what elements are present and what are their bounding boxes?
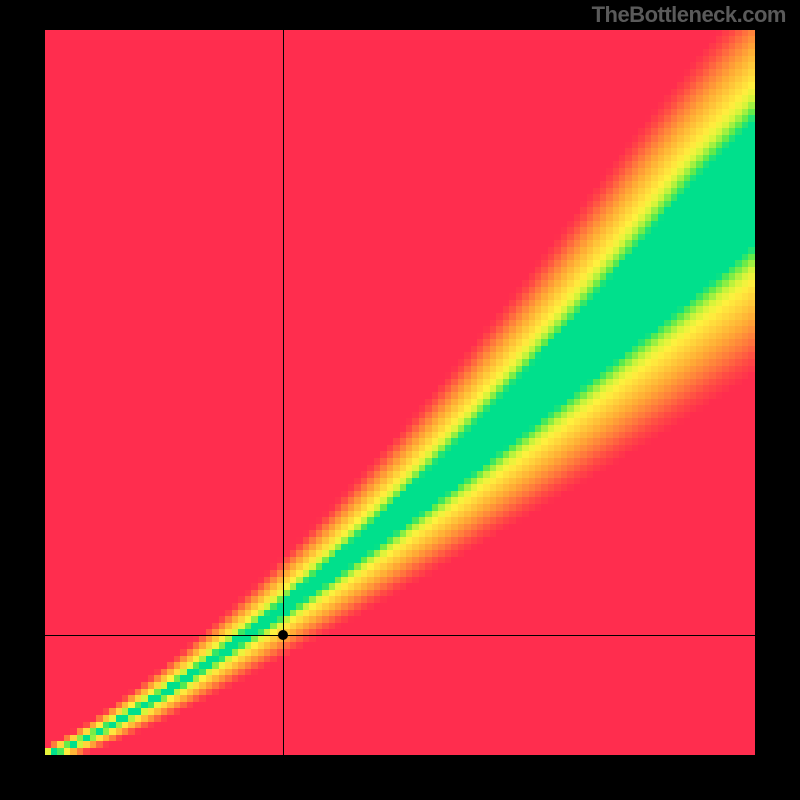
heatmap-canvas bbox=[45, 30, 755, 755]
watermark-text: TheBottleneck.com bbox=[592, 2, 786, 28]
crosshair-vertical bbox=[283, 30, 284, 755]
marker-dot bbox=[278, 630, 288, 640]
plot-area bbox=[45, 30, 755, 755]
chart-container: TheBottleneck.com bbox=[0, 0, 800, 800]
crosshair-horizontal bbox=[45, 635, 755, 636]
